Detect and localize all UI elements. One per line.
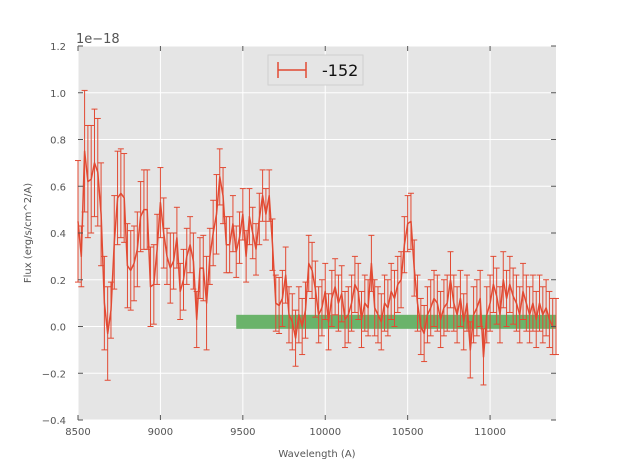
y-tick-label: 0.0 — [50, 323, 66, 334]
x-tick-label: 8500 — [65, 427, 90, 438]
axes-layer: 8500 9000 9500 10000 10500 11000 −0.4 −0.2 0.0 0.… — [42, 42, 556, 438]
green-band — [236, 314, 556, 329]
y-tick-label: −0.4 — [42, 416, 66, 427]
y-tick-label: 1.2 — [50, 42, 66, 53]
legend: -152 — [267, 54, 364, 86]
y-tick-label: 1.0 — [50, 89, 66, 100]
series-line — [77, 150, 556, 358]
series-layer — [75, 89, 559, 386]
y-tick-label: 0.8 — [50, 136, 66, 147]
y-tick-label: −0.2 — [42, 369, 66, 380]
legend-handle — [277, 62, 307, 78]
offset-text: 1e−18 — [76, 32, 120, 47]
legend-frame — [267, 54, 364, 86]
x-tick-label: 9000 — [148, 427, 173, 438]
legend-label: -152 — [322, 61, 358, 80]
y-tick-label: 0.6 — [50, 182, 66, 193]
x-tick-label: 10000 — [309, 427, 341, 438]
band-layer — [236, 314, 556, 329]
y-tick-label: 0.4 — [50, 229, 66, 240]
y-axis-label: Flux (erg/s/cm^2/A) — [23, 183, 34, 283]
y-tick-label: 0.2 — [50, 276, 66, 287]
x-tick-label: 11000 — [474, 427, 506, 438]
x-tick-label: 9500 — [230, 427, 255, 438]
x-axis-label: Wavelength (A) — [278, 449, 355, 460]
grid — [77, 45, 556, 421]
x-tick-label: 10500 — [392, 427, 424, 438]
